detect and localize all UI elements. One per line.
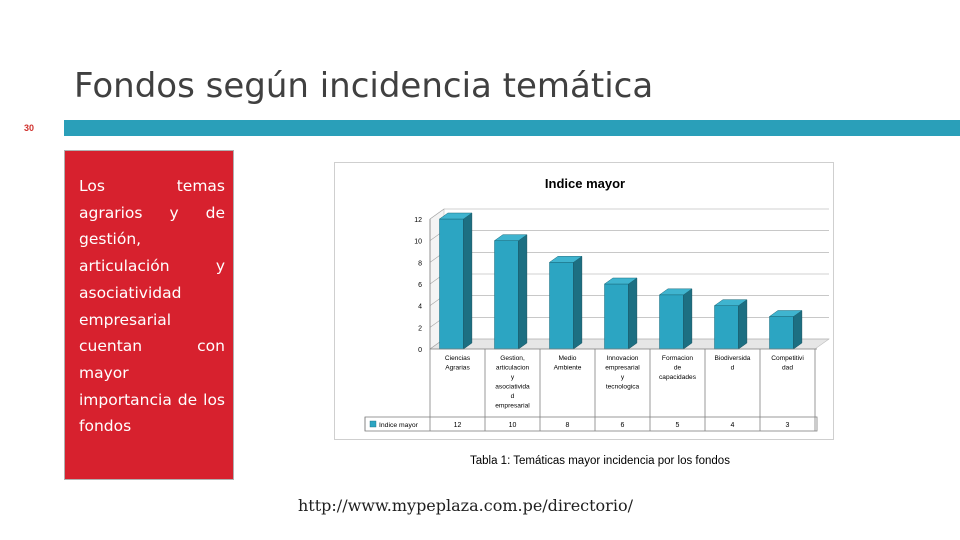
bar-side [573,255,583,350]
bar-top [493,234,528,241]
slide-number: 30 [23,123,34,133]
bar [714,305,739,350]
bar-side [628,277,638,350]
bar-side [793,310,803,350]
bar [494,240,519,350]
bar-top [658,288,693,296]
bar-top [603,277,638,285]
bar-top [548,256,583,263]
data-value-label: 10 [509,422,517,429]
category-label: d [511,393,515,400]
table-caption: Tabla 1: Temáticas mayor incidencia por … [470,455,730,467]
bar-side [518,234,528,350]
legend-swatch [369,420,377,428]
legend-label: Indice mayor [379,422,419,429]
y-tick-label: 4 [418,304,422,311]
source-url[interactable]: http://www.mypeplaza.com.pe/directorio/ [298,496,633,515]
slide-title: Fondos según incidencia temática [74,66,654,106]
category-label: Agrarias [445,365,470,372]
data-value-label: 4 [731,422,735,429]
category-label: dad [782,365,793,372]
category-label: Competitivi [771,355,804,362]
category-label: articulacion [496,365,530,372]
y-tick-label: 0 [418,347,422,354]
category-label: Formacion [662,355,693,362]
highlight-text: Los temas agrarios y de gestión, articul… [79,177,225,436]
bar-top [438,212,473,220]
bar-side [463,212,473,350]
y-tick-label: 8 [418,260,422,267]
category-label: empresarial [605,365,640,372]
category-label: Innovacion [607,355,639,362]
gridline-diag [429,208,445,220]
chart-frame: Indice mayor 0 2 4 6 8 10 12 Ciencias Agrarias Ges… [334,162,834,440]
title-rule [64,120,960,136]
category-label: y [511,374,515,381]
y-tick-label: 10 [414,239,422,246]
data-value-label: 8 [566,422,570,429]
category-label: de [674,365,682,372]
bar-chart: Indice mayor 0 2 4 6 8 10 12 Ciencias Agrarias Ges… [364,176,830,432]
category-label: Gestion, [500,355,525,362]
category-label: Biodiversida [715,355,751,362]
category-label: empresarial [495,403,530,410]
table-value-row [364,416,818,432]
highlight-box: Los temas agrarios y de gestión, articul… [64,150,234,480]
category-label: capacidades [659,374,697,381]
category-label: tecnologica [606,384,640,391]
bar-top [713,299,748,306]
y-tick-label: 6 [418,282,422,289]
bar [659,294,684,350]
bar [769,316,794,350]
data-value-label: 12 [454,422,462,429]
bar-side [683,288,693,350]
category-label: Medio [559,355,577,362]
bar-top [768,310,803,317]
category-label: y [621,374,625,381]
bar [604,283,629,350]
y-tick-label: 12 [414,217,422,224]
bar [439,218,464,350]
y-tick-label: 2 [418,325,422,332]
data-value-label: 3 [786,422,790,429]
category-label: asociativida [495,384,530,391]
category-label: Ciencias [445,355,471,362]
chart-title: Indice mayor [545,176,625,191]
data-value-label: 6 [621,422,625,429]
bar [549,262,574,350]
data-value-label: 5 [676,422,680,429]
bar-side [738,299,748,350]
category-label: Ambiente [554,365,582,372]
category-label: d [731,365,735,372]
